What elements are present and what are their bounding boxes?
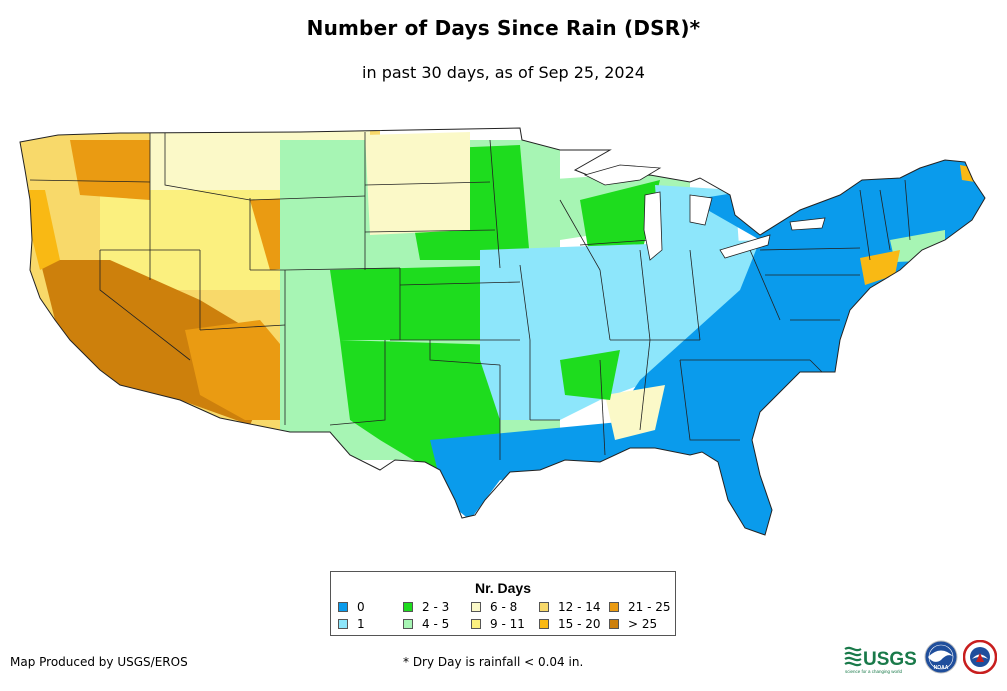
legend-label: 4 - 5	[422, 617, 450, 631]
legend-label: 1	[357, 617, 365, 631]
legend-swatch	[403, 602, 413, 612]
map-subtitle: in past 30 days, as of Sep 25, 2024	[362, 63, 645, 82]
lake-erie	[719, 234, 771, 259]
region-alabama-green	[560, 350, 620, 400]
noaa-logo-icon: NOAA	[924, 640, 958, 674]
legend-label: 15 - 20	[558, 617, 601, 631]
nws-logo-icon	[963, 640, 997, 674]
legend-swatch	[471, 602, 481, 612]
producer-credit: Map Produced by USGS/EROS	[10, 655, 188, 669]
legend-title: Nr. Days	[474, 580, 532, 596]
legend-swatch	[609, 619, 619, 629]
legend-swatch	[471, 619, 481, 629]
legend-swatch	[403, 619, 413, 629]
lake-huron	[689, 194, 713, 226]
dry-day-footnote: * Dry Day is rainfall < 0.04 in.	[403, 655, 584, 669]
usgs-logo-text: USGS	[863, 649, 917, 670]
legend-swatch	[539, 602, 549, 612]
lake-michigan	[643, 191, 663, 261]
region-arizona-orange	[185, 320, 285, 420]
legend-box: Nr. Days 0 1 2 - 3 4 - 5 6 - 8 9 - 11 12 - 14 1…	[330, 571, 676, 636]
legend-swatch	[338, 619, 348, 629]
lake-superior	[583, 164, 662, 186]
great-lakes	[583, 164, 826, 261]
state-boundaries	[29, 132, 911, 460]
usgs-logo-tagline: science for a changing world	[845, 669, 903, 674]
region-georgia-yellow	[605, 385, 665, 440]
legend-label: 6 - 8	[490, 600, 518, 614]
lake-ontario	[789, 217, 826, 231]
legend-swatch	[609, 602, 619, 612]
map-title: Number of Days Since Rain (DSR)*	[306, 16, 701, 40]
us-outline	[19, 127, 986, 536]
legend-label: > 25	[628, 617, 658, 631]
region-oregon-dry	[70, 140, 150, 200]
noaa-logo-text: NOAA	[934, 665, 949, 671]
legend-label: 9 - 11	[490, 617, 525, 631]
legend-label: 21 - 25	[628, 600, 671, 614]
legend-label: 0	[357, 600, 365, 614]
legend-swatch	[338, 602, 348, 612]
region-wisconsin-green	[580, 180, 660, 260]
legend-swatch	[539, 619, 549, 629]
legend-label: 12 - 14	[558, 600, 601, 614]
usgs-logo-icon: USGS science for a changing world	[844, 646, 917, 674]
region-midwest-cyan	[480, 240, 770, 420]
legend-label: 2 - 3	[422, 600, 450, 614]
